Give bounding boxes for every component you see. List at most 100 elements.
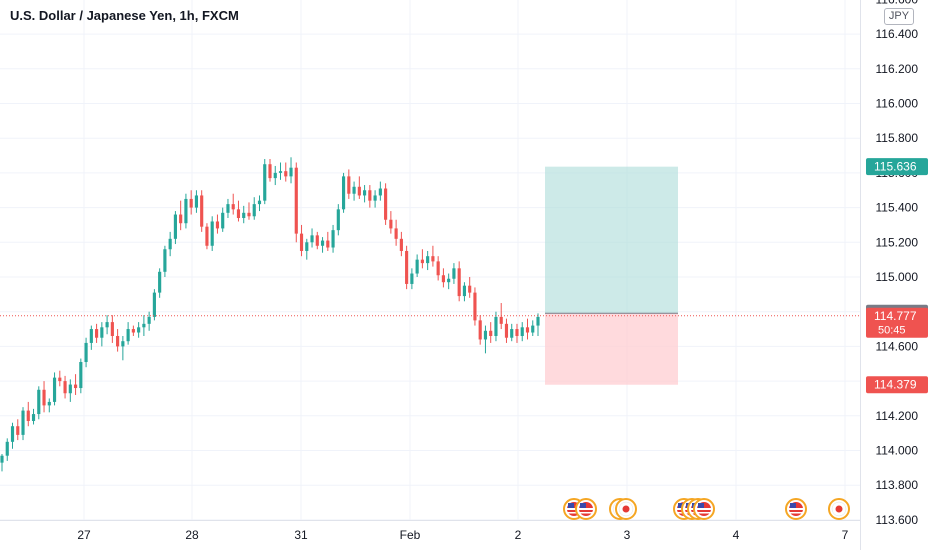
candle-up[interactable]	[21, 407, 25, 441]
candle-up[interactable]	[52, 372, 57, 406]
candle-down[interactable]	[436, 256, 440, 281]
candle-up[interactable]	[352, 181, 356, 201]
candle-up[interactable]	[378, 181, 382, 201]
candle-up[interactable]	[331, 224, 335, 253]
candle-up[interactable]	[341, 172, 346, 213]
candle-up[interactable]	[79, 358, 83, 394]
stop-loss-zone[interactable]	[545, 313, 678, 385]
candle-up[interactable]	[410, 268, 414, 290]
candle-down[interactable]	[394, 219, 398, 246]
candle-down[interactable]	[315, 231, 319, 250]
candle-up[interactable]	[252, 197, 256, 220]
candle-down[interactable]	[384, 183, 388, 225]
candle-up[interactable]	[31, 408, 36, 425]
candle-down[interactable]	[489, 322, 493, 343]
candle-up[interactable]	[142, 315, 146, 336]
candle-down[interactable]	[441, 268, 445, 288]
candle-down[interactable]	[189, 190, 193, 215]
candle-down[interactable]	[179, 200, 183, 231]
candle-up[interactable]	[184, 193, 188, 229]
candle-down[interactable]	[504, 318, 509, 343]
jp-flag-icon[interactable]	[615, 498, 637, 520]
candle-up[interactable]	[289, 157, 293, 184]
candle-up[interactable]	[310, 228, 314, 248]
jp-flag-icon[interactable]	[828, 498, 850, 520]
candle-up[interactable]	[483, 325, 488, 354]
candle-up[interactable]	[163, 245, 167, 277]
candle-up[interactable]	[126, 322, 130, 345]
candle-down[interactable]	[26, 401, 30, 427]
candle-down[interactable]	[116, 329, 120, 352]
candle-down[interactable]	[473, 287, 477, 326]
candle-up[interactable]	[536, 313, 540, 336]
candle-down[interactable]	[478, 315, 482, 345]
currency-button[interactable]: JPY	[884, 8, 914, 25]
candle-down[interactable]	[284, 162, 288, 182]
candle-up[interactable]	[320, 237, 325, 253]
candle-up[interactable]	[278, 162, 283, 180]
candle-down[interactable]	[389, 211, 393, 234]
candle-down[interactable]	[42, 381, 46, 413]
candle-up[interactable]	[221, 207, 225, 232]
candle-down[interactable]	[63, 375, 67, 399]
candle-down[interactable]	[294, 162, 298, 243]
candle-up[interactable]	[147, 311, 151, 331]
candle-up[interactable]	[415, 254, 419, 277]
candle-up[interactable]	[168, 231, 172, 257]
candle-up[interactable]	[226, 198, 230, 219]
candle-up[interactable]	[447, 273, 451, 290]
candle-down[interactable]	[215, 214, 220, 234]
candle-up[interactable]	[84, 337, 88, 368]
candle-down[interactable]	[236, 200, 241, 222]
take-profit-zone[interactable]	[545, 166, 678, 314]
candle-up[interactable]	[10, 422, 15, 449]
candle-up[interactable]	[510, 323, 514, 342]
candle-down[interactable]	[16, 419, 20, 441]
candle-up[interactable]	[210, 216, 214, 251]
candle-up[interactable]	[173, 211, 177, 245]
candle-down[interactable]	[73, 374, 78, 395]
candle-down[interactable]	[405, 245, 409, 290]
candle-down[interactable]	[200, 190, 204, 232]
candle-down[interactable]	[247, 202, 251, 220]
candle-up[interactable]	[305, 238, 309, 260]
candle-up[interactable]	[68, 379, 72, 402]
candle-up[interactable]	[273, 165, 277, 186]
candle-down[interactable]	[268, 159, 272, 182]
candle-down[interactable]	[205, 223, 209, 250]
candle-down[interactable]	[457, 261, 461, 302]
candle-down[interactable]	[431, 245, 435, 267]
candle-down[interactable]	[368, 185, 372, 208]
candle-down[interactable]	[399, 231, 403, 257]
candle-down[interactable]	[326, 231, 330, 251]
candle-up[interactable]	[194, 190, 199, 213]
candle-down[interactable]	[131, 325, 135, 336]
candle-up[interactable]	[520, 322, 524, 342]
candle-up[interactable]	[336, 204, 340, 236]
candle-down[interactable]	[515, 323, 519, 343]
candle-up[interactable]	[242, 205, 246, 224]
candle-up[interactable]	[531, 320, 535, 336]
candle-up[interactable]	[47, 398, 51, 413]
us-flag-icon[interactable]	[785, 498, 807, 520]
candle-up[interactable]	[137, 322, 141, 338]
us-flag-icon[interactable]	[575, 498, 597, 520]
candle-up[interactable]	[121, 335, 125, 361]
candle-up[interactable]	[452, 263, 456, 284]
candle-up[interactable]	[100, 322, 104, 347]
candle-down[interactable]	[420, 249, 424, 269]
candle-down[interactable]	[95, 323, 99, 343]
candle-up[interactable]	[105, 315, 109, 335]
candle-down[interactable]	[299, 224, 304, 257]
candle-down[interactable]	[347, 169, 351, 199]
candle-up[interactable]	[89, 325, 93, 350]
candle-up[interactable]	[37, 386, 41, 420]
candle-up[interactable]	[462, 282, 467, 302]
candle-down[interactable]	[468, 277, 472, 298]
candle-down[interactable]	[231, 193, 235, 215]
candle-down[interactable]	[525, 318, 530, 340]
candle-up[interactable]	[158, 268, 162, 298]
candle-up[interactable]	[363, 185, 367, 203]
candle-up[interactable]	[257, 195, 262, 212]
